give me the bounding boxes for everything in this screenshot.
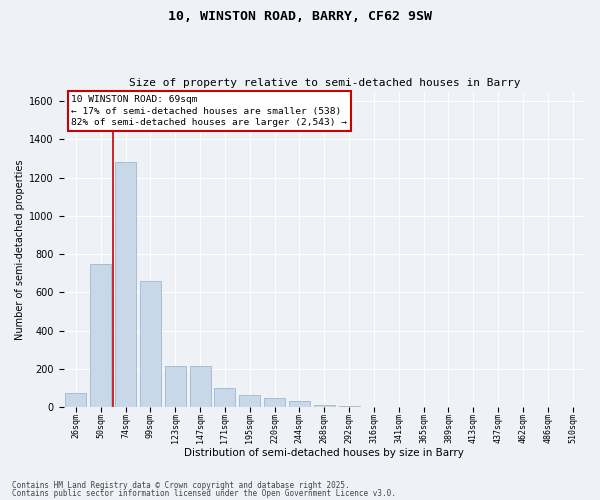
Bar [239,394,260,407]
Bar [140,281,161,407]
Bar [190,366,211,407]
Y-axis label: Number of semi-detached properties: Number of semi-detached properties [15,159,25,340]
Bar [289,402,310,407]
Bar [90,264,112,407]
Bar [338,406,359,407]
Text: Contains public sector information licensed under the Open Government Licence v3: Contains public sector information licen… [12,488,396,498]
Text: Contains HM Land Registry data © Crown copyright and database right 2025.: Contains HM Land Registry data © Crown c… [12,481,350,490]
Text: 10, WINSTON ROAD, BARRY, CF62 9SW: 10, WINSTON ROAD, BARRY, CF62 9SW [168,10,432,23]
Bar [314,405,335,407]
Title: Size of property relative to semi-detached houses in Barry: Size of property relative to semi-detach… [128,78,520,88]
X-axis label: Distribution of semi-detached houses by size in Barry: Distribution of semi-detached houses by … [184,448,464,458]
Bar [115,162,136,407]
Bar [364,406,385,407]
Bar [65,392,86,407]
Bar [165,366,186,407]
Bar [214,388,235,407]
Text: 10 WINSTON ROAD: 69sqm
← 17% of semi-detached houses are smaller (538)
82% of se: 10 WINSTON ROAD: 69sqm ← 17% of semi-det… [71,94,347,128]
Bar [264,398,285,407]
